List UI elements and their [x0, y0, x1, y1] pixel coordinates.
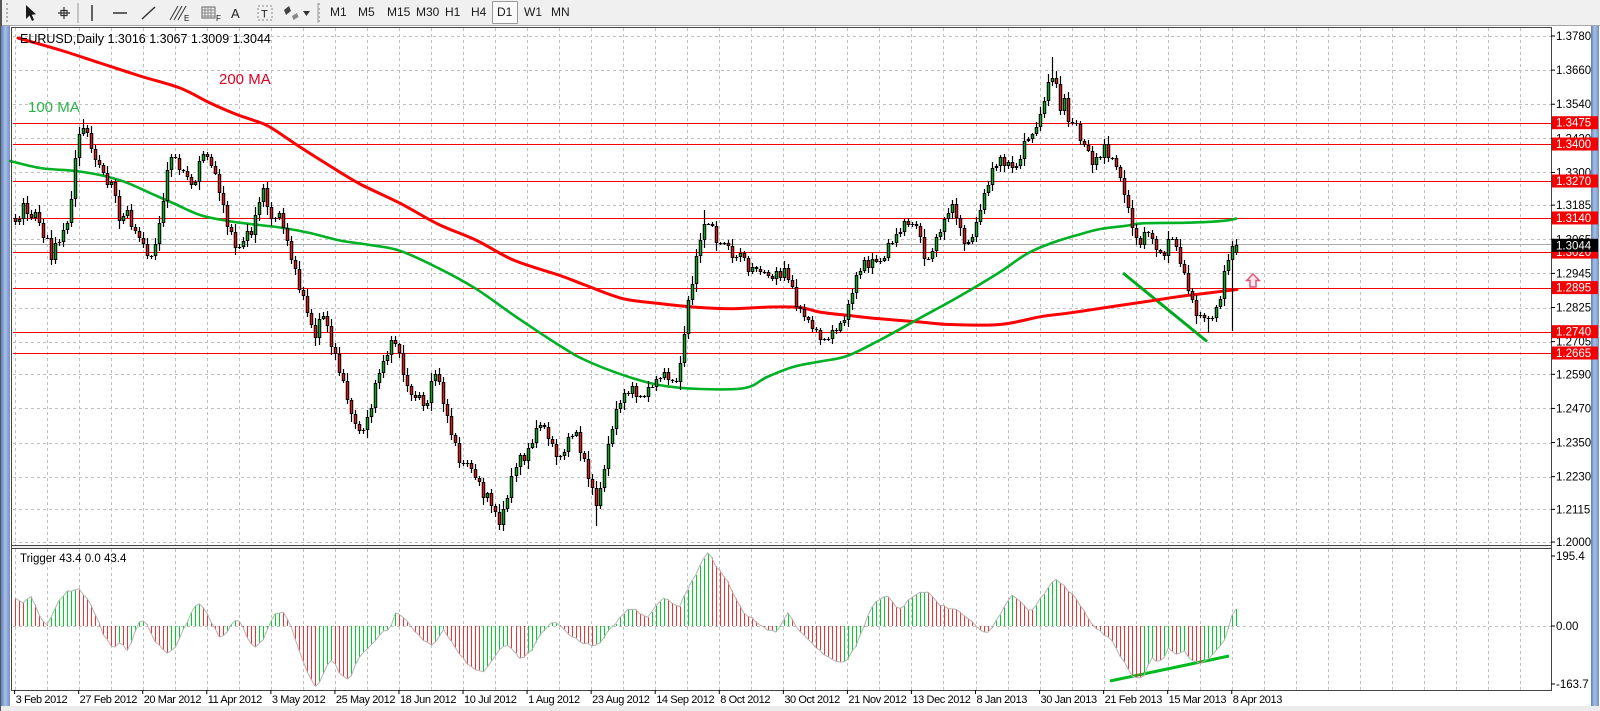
- svg-text:20 Mar 2012: 20 Mar 2012: [144, 694, 202, 706]
- svg-text:18 Jun 2012: 18 Jun 2012: [400, 694, 456, 706]
- svg-text:8 Jan 2013: 8 Jan 2013: [977, 694, 1028, 706]
- svg-text:1.2665: 1.2665: [1556, 348, 1591, 360]
- svg-text:1.3270: 1.3270: [1556, 176, 1591, 188]
- svg-text:1.2825: 1.2825: [1556, 303, 1591, 315]
- svg-text:1.2945: 1.2945: [1556, 268, 1591, 280]
- svg-text:Trigger 43.4 0.0 43.4: Trigger 43.4 0.0 43.4: [20, 553, 127, 565]
- svg-text:23 Aug 2012: 23 Aug 2012: [592, 694, 650, 706]
- svg-text:1.2705: 1.2705: [1556, 337, 1591, 349]
- svg-text:-163.7: -163.7: [1556, 679, 1589, 691]
- svg-text:1.3185: 1.3185: [1556, 200, 1591, 212]
- svg-text:1.3540: 1.3540: [1556, 99, 1591, 111]
- svg-text:195.4: 195.4: [1556, 551, 1585, 563]
- svg-text:1.2350: 1.2350: [1556, 438, 1591, 450]
- svg-text:1.2895: 1.2895: [1556, 283, 1591, 295]
- svg-text:1.2470: 1.2470: [1556, 403, 1591, 415]
- svg-text:30 Jan 2013: 30 Jan 2013: [1041, 694, 1097, 706]
- svg-text:EURUSD,Daily 1.3016 1.3067 1.: EURUSD,Daily 1.3016 1.3067 1.3009 1.3044: [20, 32, 271, 46]
- svg-text:1.3660: 1.3660: [1556, 65, 1591, 77]
- svg-text:27 Feb 2012: 27 Feb 2012: [80, 694, 138, 706]
- svg-text:1.3780: 1.3780: [1556, 31, 1591, 43]
- svg-text:8 Oct 2012: 8 Oct 2012: [720, 694, 770, 706]
- svg-text:1.2740: 1.2740: [1556, 327, 1591, 339]
- svg-text:T: T: [261, 9, 268, 21]
- svg-text:F: F: [216, 14, 221, 23]
- svg-text:25 May 2012: 25 May 2012: [336, 694, 395, 706]
- svg-text:3 Feb 2012: 3 Feb 2012: [16, 694, 68, 706]
- svg-text:1.3140: 1.3140: [1556, 213, 1591, 225]
- svg-text:21 Feb 2013: 21 Feb 2013: [1105, 694, 1163, 706]
- svg-text:3 May 2012: 3 May 2012: [272, 694, 326, 706]
- svg-text:1.2115: 1.2115: [1556, 504, 1590, 516]
- svg-text:1 Aug 2012: 1 Aug 2012: [528, 694, 580, 706]
- svg-text:1.3475: 1.3475: [1556, 118, 1591, 130]
- svg-text:1.2000: 1.2000: [1556, 537, 1591, 549]
- svg-text:A: A: [231, 6, 240, 21]
- svg-text:15 Mar 2013: 15 Mar 2013: [1169, 694, 1227, 706]
- svg-text:11 Apr 2012: 11 Apr 2012: [208, 694, 262, 706]
- svg-text:30 Oct 2012: 30 Oct 2012: [784, 694, 840, 706]
- svg-text:100 MA: 100 MA: [28, 99, 80, 116]
- svg-text:1.3044: 1.3044: [1556, 240, 1592, 252]
- svg-text:10 Jul 2012: 10 Jul 2012: [464, 694, 517, 706]
- svg-text:0.00: 0.00: [1556, 621, 1578, 633]
- svg-text:1.2590: 1.2590: [1556, 369, 1591, 381]
- svg-text:21 Nov 2012: 21 Nov 2012: [848, 694, 906, 706]
- svg-text:14 Sep 2012: 14 Sep 2012: [656, 694, 714, 706]
- svg-text:13 Dec 2012: 13 Dec 2012: [912, 694, 970, 706]
- svg-text:200 MA: 200 MA: [219, 71, 271, 88]
- svg-text:1.3400: 1.3400: [1556, 139, 1591, 151]
- svg-text:8 Apr 2013: 8 Apr 2013: [1233, 694, 1282, 706]
- svg-text:E: E: [184, 14, 189, 23]
- svg-text:1.2230: 1.2230: [1556, 472, 1591, 484]
